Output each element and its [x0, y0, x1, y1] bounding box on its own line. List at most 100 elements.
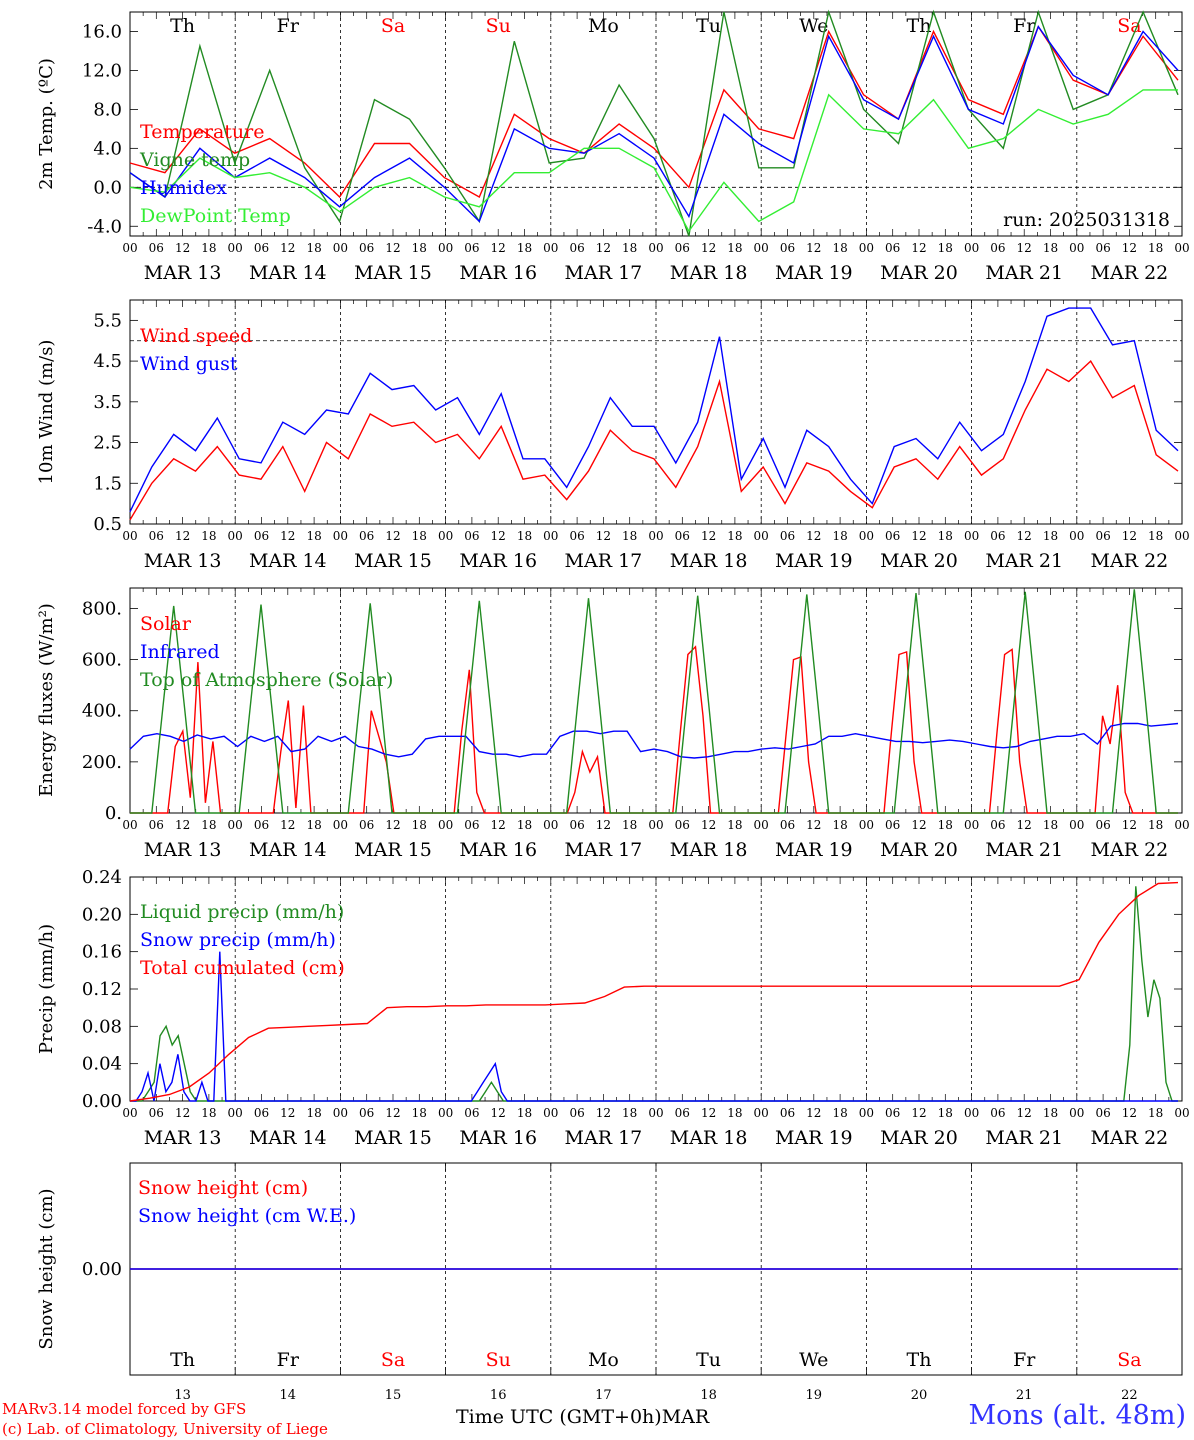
date-label: MAR 18 — [670, 1127, 748, 1149]
hour-tick-label: 18 — [517, 529, 532, 543]
hour-tick-label: 06 — [254, 529, 269, 543]
hour-tick-label: 06 — [675, 529, 690, 543]
hour-tick-label: 00 — [859, 529, 874, 543]
top-of-atmosphere-solar-line — [130, 589, 1178, 814]
hour-tick-label: 00 — [438, 1106, 453, 1120]
hour-tick-label: 18 — [832, 818, 847, 832]
hour-tick-label: 18 — [1043, 818, 1058, 832]
y-axis-label: Precip (mm/h) — [36, 924, 57, 1054]
date-label: MAR 22 — [1091, 550, 1169, 572]
hour-tick-label: 00 — [1174, 1106, 1189, 1120]
hour-tick-label: 00 — [543, 818, 558, 832]
hour-tick-label: 12 — [280, 529, 295, 543]
panel-5: 13 14 15 16 17 18 19 20 21 22 Th Fr Sa Su Mo Tu We Th Fr Sa… — [36, 1162, 1183, 1403]
panel-2: 00 06 12 18 00 06 12 18 00 06 12 18 00 06 12 18 00 06 12 18… — [36, 299, 1190, 572]
wind-speed-line — [129, 359, 1179, 521]
hour-tick-label: 00 — [964, 1106, 979, 1120]
y-tick-label: 0.20 — [82, 904, 122, 925]
hour-tick-label: 12 — [175, 1106, 190, 1120]
hour-tick-label: 18 — [938, 1106, 953, 1120]
hour-tick-label: 12 — [911, 241, 926, 255]
date-label: MAR 17 — [565, 839, 643, 861]
hour-tick-label: 12 — [1017, 1106, 1032, 1120]
hour-tick-label: 00 — [964, 818, 979, 832]
weekday-label: Th — [170, 1349, 195, 1371]
y-tick-label: 0.12 — [82, 979, 122, 1000]
hour-tick-label: 00 — [648, 1106, 663, 1120]
dewpoint-temp-line — [129, 89, 1178, 233]
hour-tick-label: 00 — [1174, 241, 1189, 255]
hour-tick-label: 18 — [1148, 818, 1163, 832]
weekday-label: Fr — [277, 1349, 300, 1371]
hour-tick-label: 18 — [412, 529, 427, 543]
y-tick-label: 0.04 — [82, 1054, 122, 1075]
y-axis-label: 10m Wind (m/s) — [36, 340, 57, 485]
legend-item: Top of Atmosphere (Solar) — [140, 669, 393, 691]
date-label: MAR 16 — [459, 550, 537, 572]
hour-tick-label: 06 — [675, 241, 690, 255]
legend-item: Snow precip (mm/h) — [140, 929, 336, 951]
hour-tick-label: 18 — [201, 529, 216, 543]
hour-tick-label: 00 — [754, 241, 769, 255]
y-tick-label: 0.08 — [82, 1016, 122, 1037]
weekday-label: Fr — [1013, 1349, 1036, 1371]
hour-tick-label: 12 — [1017, 529, 1032, 543]
hour-tick-label: 06 — [464, 529, 479, 543]
hour-tick-label: 18 — [1148, 241, 1163, 255]
hour-tick-label: 06 — [675, 818, 690, 832]
day-number-label: 22 — [1121, 1388, 1138, 1403]
legend-item: Snow height (cm) — [138, 1177, 308, 1199]
snow-precip-mm-h-line — [130, 951, 1178, 1102]
hour-tick-label: 18 — [1148, 529, 1163, 543]
run-annotation: run: 2025031318 — [1003, 209, 1170, 231]
date-label: MAR 15 — [354, 262, 432, 284]
date-label: MAR 17 — [565, 262, 643, 284]
humidex-line — [129, 25, 1179, 223]
hour-tick-label: 00 — [333, 529, 348, 543]
date-label: MAR 16 — [459, 1127, 537, 1149]
hour-tick-label: 06 — [1095, 818, 1110, 832]
hour-tick-label: 00 — [438, 529, 453, 543]
hour-tick-label: 18 — [727, 241, 742, 255]
hour-tick-label: 00 — [754, 818, 769, 832]
hour-tick-label: 18 — [306, 241, 321, 255]
hour-tick-label: 00 — [964, 241, 979, 255]
hour-tick-label: 00 — [964, 529, 979, 543]
hour-tick-label: 12 — [491, 1106, 506, 1120]
hour-tick-label: 12 — [806, 529, 821, 543]
date-label: MAR 20 — [880, 550, 958, 572]
weekday-label: Mo — [588, 15, 619, 37]
date-label: MAR 21 — [985, 1127, 1063, 1149]
y-tick-label: -4.0 — [87, 216, 122, 237]
hour-tick-label: 06 — [149, 818, 164, 832]
date-label: MAR 20 — [880, 839, 958, 861]
legend-item: Wind gust — [140, 353, 238, 375]
weekday-label: Th — [907, 1349, 932, 1371]
hour-tick-label: 00 — [859, 1106, 874, 1120]
weekday-label: Th — [907, 15, 932, 37]
hour-tick-label: 00 — [122, 1106, 137, 1120]
weekday-label: Fr — [1013, 15, 1036, 37]
hour-tick-label: 18 — [832, 241, 847, 255]
hour-tick-label: 18 — [622, 1106, 637, 1120]
hour-tick-label: 06 — [990, 241, 1005, 255]
hour-tick-label: 12 — [385, 529, 400, 543]
hour-tick-label: 06 — [885, 818, 900, 832]
date-label: MAR 13 — [144, 839, 222, 861]
date-label: MAR 21 — [985, 262, 1063, 284]
hour-tick-label: 06 — [149, 529, 164, 543]
hour-tick-label: 18 — [306, 1106, 321, 1120]
hour-tick-label: 06 — [1095, 1106, 1110, 1120]
hour-tick-label: 12 — [911, 818, 926, 832]
date-label: MAR 21 — [985, 550, 1063, 572]
legend-item: Wind speed — [140, 325, 252, 347]
hour-tick-label: 06 — [464, 241, 479, 255]
date-label: MAR 21 — [985, 839, 1063, 861]
hour-tick-label: 06 — [254, 241, 269, 255]
hour-tick-label: 00 — [438, 241, 453, 255]
hour-tick-label: 12 — [806, 241, 821, 255]
weekday-label: Sa — [381, 15, 405, 37]
date-label: MAR 22 — [1091, 839, 1169, 861]
hour-tick-label: 12 — [280, 1106, 295, 1120]
hour-tick-label: 06 — [359, 241, 374, 255]
